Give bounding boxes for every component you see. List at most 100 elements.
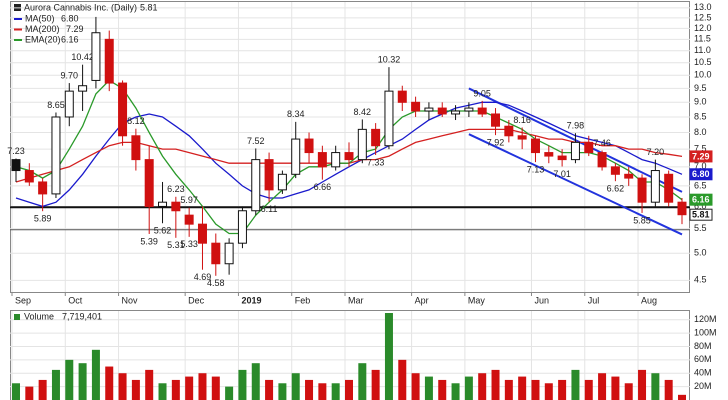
volume-bar (211, 376, 220, 400)
price-label: 7.46 (593, 138, 611, 148)
candle-body (557, 155, 567, 161)
y-tick-label: 8.0 (694, 127, 707, 137)
legend-close: 5.81 (140, 2, 158, 12)
volume-bar (278, 383, 287, 400)
volume-bar (678, 394, 686, 400)
candle-body (317, 152, 327, 168)
x-tick-label: Aug (641, 295, 657, 305)
price-label: 8.16 (513, 115, 531, 125)
candle-body (504, 125, 514, 137)
volume-bar (624, 383, 633, 400)
y-tick-label: 120M (694, 314, 717, 324)
x-tick-label: Sep (15, 295, 31, 305)
candle-body (544, 152, 554, 157)
candle-body (118, 82, 128, 137)
volume-bar (305, 379, 314, 400)
candle-body (264, 159, 274, 191)
price-label: 7.98 (567, 121, 585, 131)
price-tag (689, 150, 713, 163)
volume-bar (225, 386, 234, 400)
volume-bar (265, 379, 274, 400)
x-tick-label: Jun (534, 295, 549, 305)
price-label: 5.31 (167, 240, 185, 250)
chart-content: Sep Oct Nov Dec 2019 Feb Mar Apr May Jun Jul Aug 4.5… (7, 2, 717, 400)
price-label: 7.01 (553, 169, 571, 179)
price-label: 7.23 (7, 146, 25, 156)
candle-body (251, 159, 261, 212)
candle-body (78, 85, 88, 92)
candle-body (517, 135, 527, 140)
legend-value: 6.16 (61, 34, 79, 44)
y-tick-label: 11.5 (694, 34, 711, 44)
price-label: 6.66 (314, 182, 332, 192)
y-tick-label: 60M (694, 354, 712, 364)
volume-bar (398, 359, 407, 400)
volume-bar (531, 379, 540, 400)
price-label: 8.34 (287, 109, 305, 119)
volume-bar (51, 369, 60, 400)
legend-label: MA(50) (25, 13, 55, 23)
y-tick-label: 5.5 (694, 223, 707, 233)
volume-bar (131, 379, 140, 400)
candle-body (464, 107, 474, 112)
volume-icon (14, 314, 20, 320)
price-label: 4.58 (207, 278, 225, 288)
candle-body (411, 101, 421, 112)
volume-bar (451, 383, 460, 400)
y-tick-label: 7.5 (694, 144, 707, 154)
candle-body (24, 170, 34, 183)
volume-bar (118, 373, 127, 400)
trend-line (468, 133, 683, 236)
volume-bar (544, 383, 553, 400)
candle-body (51, 116, 61, 195)
y-tick-label: 5.0 (694, 248, 707, 258)
candle-body (357, 128, 367, 161)
price-label: 8.12 (127, 116, 145, 126)
x-tick-label: Mar (348, 295, 364, 305)
volume-bar (185, 376, 194, 400)
candle-body (211, 242, 221, 265)
x-tick-label: Feb (295, 295, 311, 305)
volume-bar (651, 373, 660, 400)
candle-body (131, 135, 141, 161)
price-label: 5.33 (180, 239, 198, 249)
volume-bar (331, 383, 340, 400)
legend-title: Aurora Cannabis Inc. (Daily) (24, 2, 137, 12)
legend-value: 6.80 (61, 13, 79, 23)
price-tag (689, 168, 713, 181)
candle-body (384, 90, 394, 147)
y-tick-label: 12.5 (694, 12, 712, 22)
candle-body (650, 170, 660, 203)
y-tick-label: 4.5 (694, 275, 707, 285)
price-tag-label: 5.81 (692, 210, 710, 220)
candle-body (610, 166, 620, 175)
x-tick-label: Apr (415, 295, 429, 305)
candle-body (530, 138, 540, 154)
x-tick-label: May (468, 295, 486, 305)
volume-bar (318, 383, 327, 400)
price-label: 8.65 (47, 100, 65, 110)
y-tick-label: 12.0 (694, 23, 712, 33)
candle-body (291, 138, 301, 175)
candle-body (184, 214, 194, 225)
candle-body (637, 177, 647, 203)
volume-bar (78, 363, 87, 400)
y-tick-label: 10.0 (694, 70, 712, 80)
volume-bar (478, 373, 487, 400)
price-label: 5.97 (180, 195, 198, 205)
candle-body (570, 141, 580, 161)
candle-body (397, 90, 407, 103)
volume-panel (10, 310, 690, 400)
volume-bar (558, 379, 567, 400)
y-tick-label: 100M (694, 327, 717, 337)
price-label: 7.92 (487, 138, 505, 148)
volume-bar (65, 359, 74, 400)
volume-bar (638, 369, 647, 400)
x-tick-label: Nov (122, 295, 139, 305)
price-label: 10.32 (378, 55, 401, 65)
price-label: 7.20 (647, 147, 665, 157)
price-label: 5.89 (34, 214, 52, 224)
volume-bar (371, 369, 380, 400)
volume-bar (664, 379, 673, 400)
price-tag (689, 208, 713, 221)
